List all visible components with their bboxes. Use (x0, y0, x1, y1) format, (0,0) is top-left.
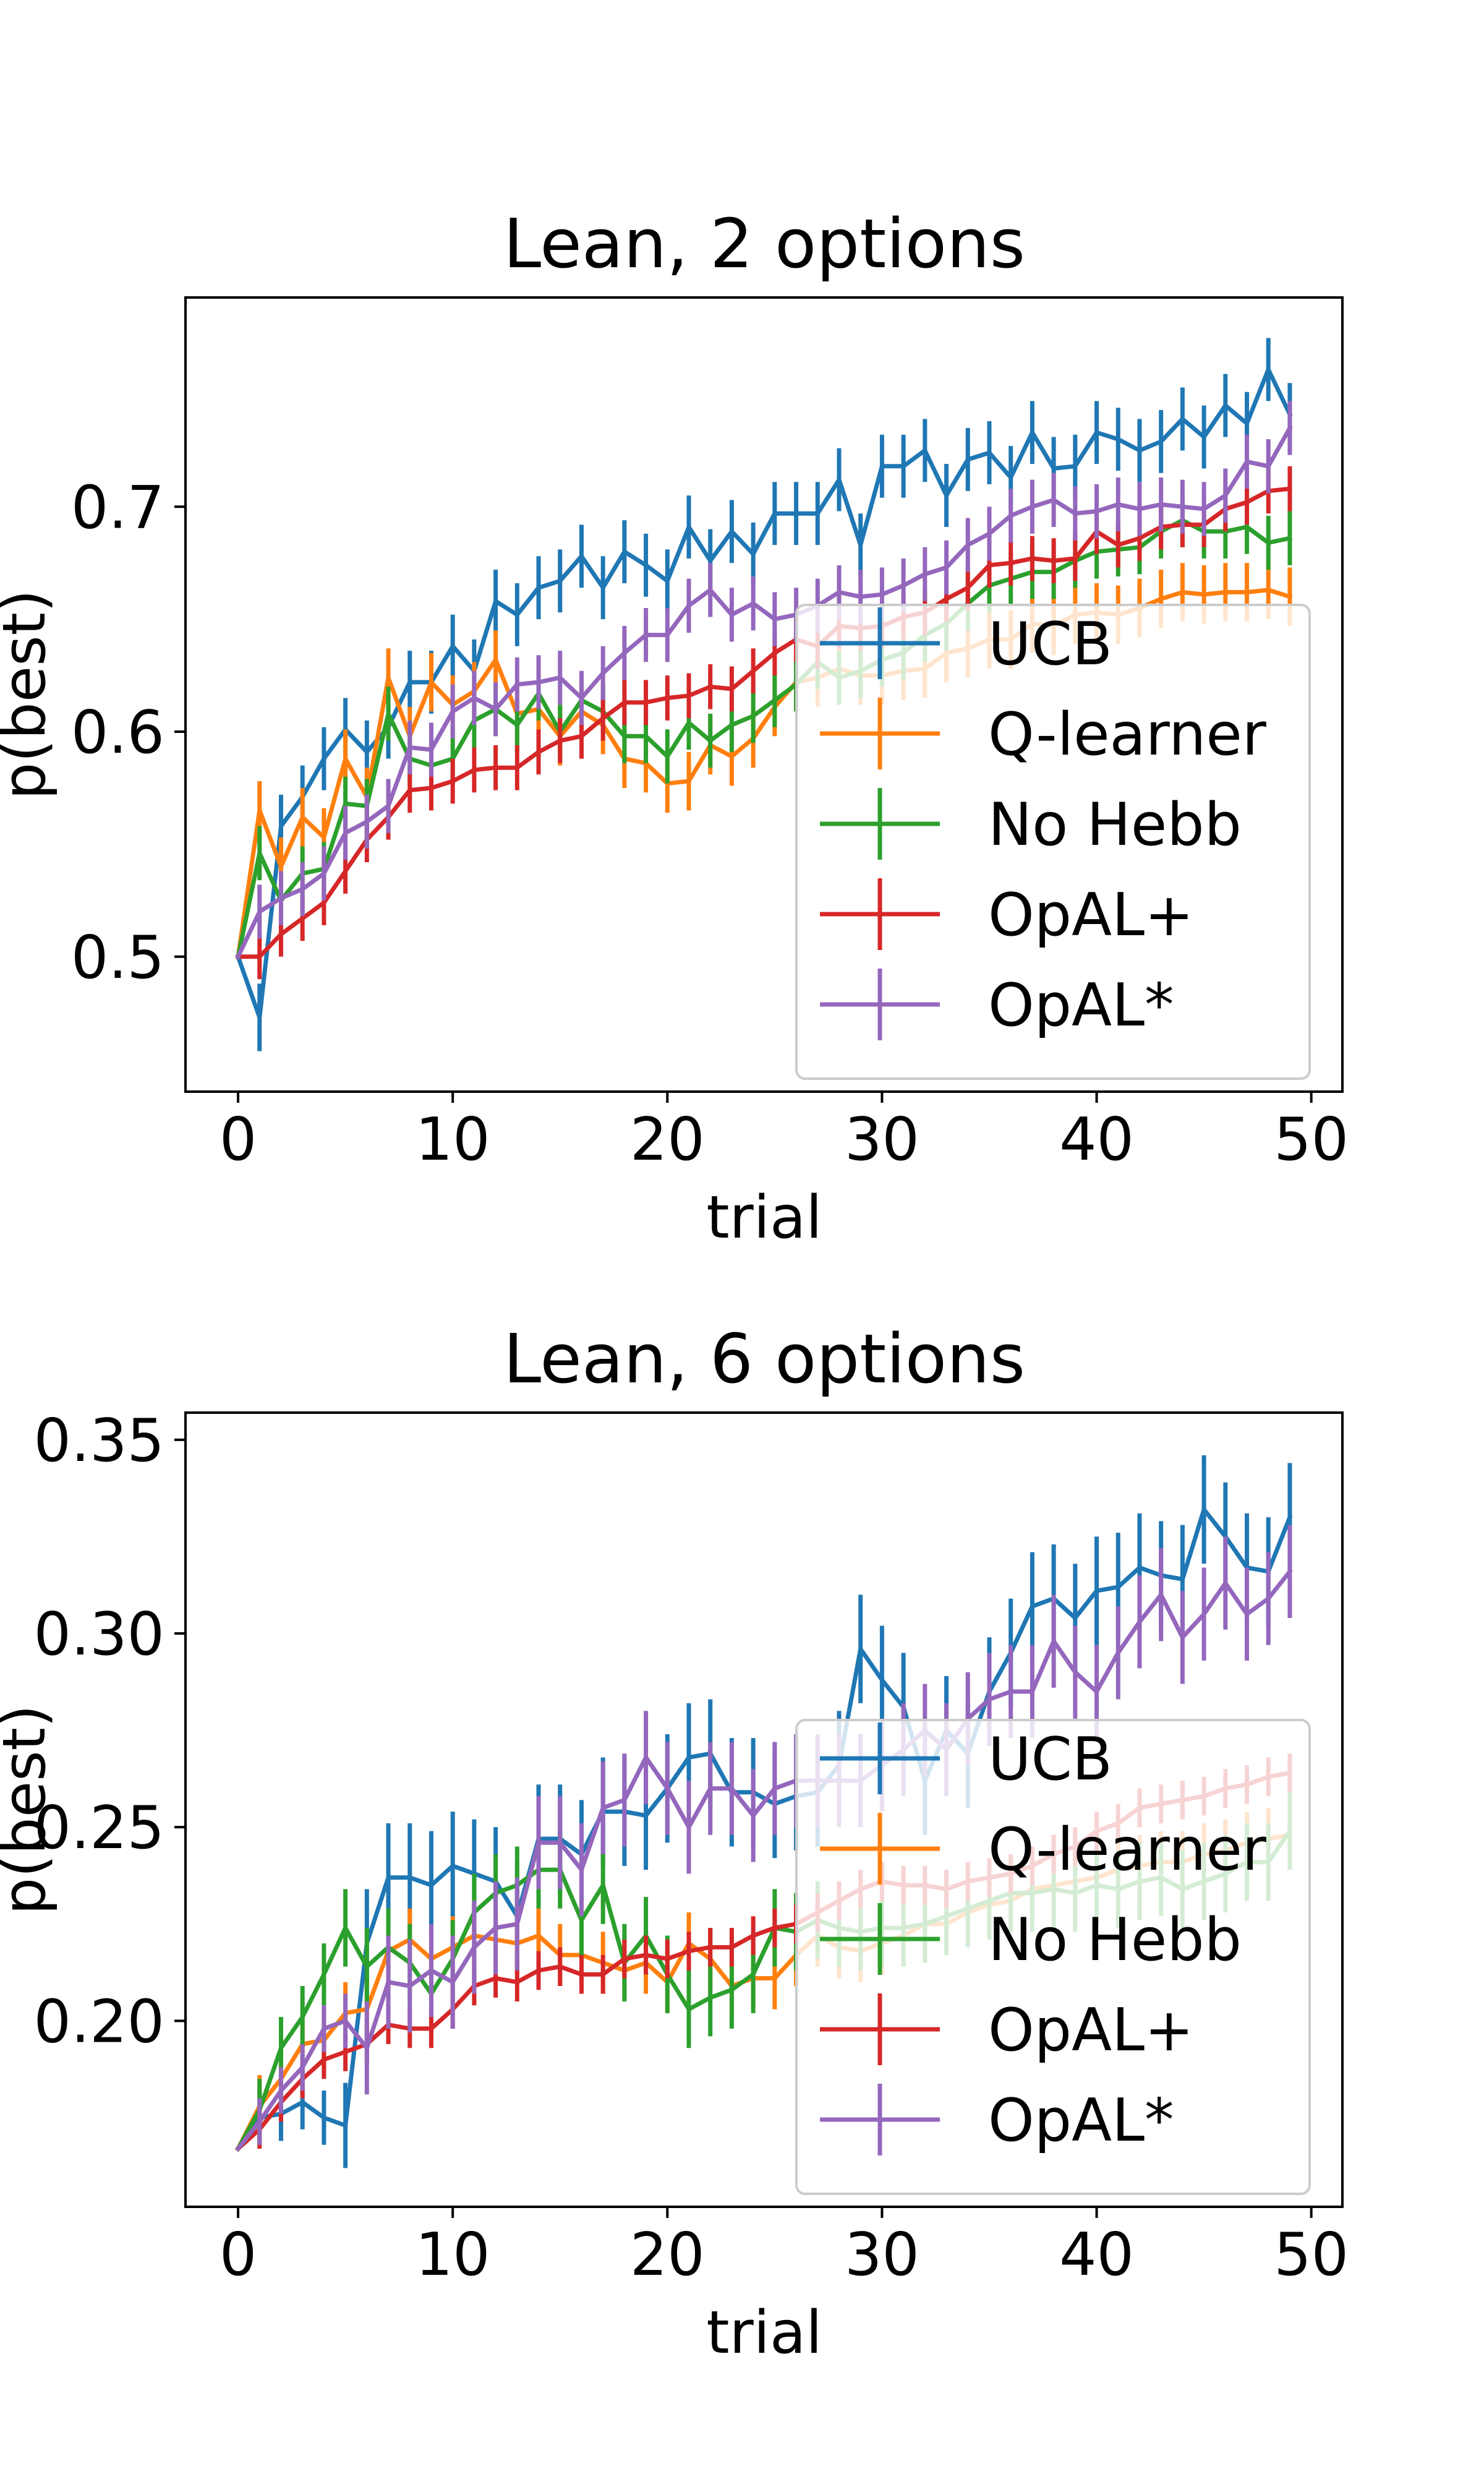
y-tick-label: 0.25 (33, 1794, 164, 1862)
x-axis-label: trial (706, 2299, 822, 2367)
legend-label: Q-learner (988, 1816, 1267, 1884)
y-axis-label: p(best) (0, 589, 59, 800)
legend-item-opal: OpAL+ (820, 1993, 1194, 2065)
legend-label: OpAL* (988, 2087, 1174, 2155)
series-line-ucb (235, 367, 1293, 1020)
x-tick-label: 50 (1274, 1106, 1349, 1174)
y-tick-label: 0.5 (71, 924, 164, 992)
legend-label: UCB (988, 610, 1112, 678)
legend: UCB Q-learner No Hebb OpAL+ OpAL* (795, 604, 1311, 1080)
series-line-no-hebb (235, 518, 1293, 959)
legend-label: OpAL+ (988, 1997, 1194, 2065)
legend-item-opal: OpAL+ (820, 878, 1194, 950)
series-line-opal (236, 486, 1292, 959)
series-line-ucb (235, 1507, 1293, 2152)
x-axis-label: trial (706, 1184, 822, 1252)
legend-item-opal: OpAL* (820, 2084, 1174, 2155)
legend-item-opal: OpAL* (820, 969, 1174, 1040)
chart-title: Lean, 6 options (503, 1319, 1025, 1398)
legend-label: Q-learner (988, 701, 1267, 769)
legend-item-no-hebb: No Hebb (820, 788, 1242, 860)
series-line-opal (235, 425, 1293, 960)
y-axis: 0.5 0.6 0.7 (71, 474, 186, 992)
x-tick-label: 0 (220, 2221, 257, 2289)
y-tick-label: 0.35 (33, 1407, 164, 1475)
y-tick-label: 0.20 (33, 1988, 164, 2056)
x-tick-label: 0 (220, 1106, 257, 1174)
legend-item-no-hebb: No Hebb (820, 1903, 1242, 1975)
x-axis: 0 10 20 30 40 50 (220, 1092, 1349, 1174)
chart-title: Lean, 2 options (503, 204, 1025, 283)
legend-item-ucb: UCB (820, 1723, 1112, 1794)
x-tick-label: 30 (845, 2221, 919, 2289)
legend-item-ucb: UCB (820, 607, 1112, 679)
legend-box (795, 1719, 1311, 2195)
x-tick-label: 40 (1059, 1106, 1134, 1174)
legend-box (795, 604, 1311, 1080)
legend-label: No Hebb (988, 1906, 1242, 1974)
x-tick-label: 30 (845, 1106, 919, 1174)
axes-frame (184, 1411, 1344, 2208)
legend-label: OpAL* (988, 972, 1174, 1040)
y-axis-label: p(best) (0, 1705, 59, 1915)
chart-panel-lean-6-options: Lean, 6 options 0 10 20 30 40 50 0.20 0.25 0.30… (0, 1319, 1349, 2367)
y-tick-label: 0.30 (33, 1601, 164, 1669)
legend-item-q-learner: Q-learner (820, 1813, 1267, 1885)
x-tick-label: 20 (630, 1106, 705, 1174)
y-axis: 0.20 0.25 0.30 0.35 (33, 1407, 186, 2056)
chart-panel-lean-2-options: Lean, 2 options 0 10 20 30 40 50 0.5 0.6 0.7 tr… (0, 204, 1349, 1252)
legend-label: OpAL+ (988, 881, 1194, 949)
series-opal (235, 401, 1293, 960)
legend: UCB Q-learner No Hebb OpAL+ OpAL* (795, 1719, 1311, 2195)
x-axis: 0 10 20 30 40 50 (220, 2207, 1349, 2289)
x-tick-label: 10 (416, 1106, 490, 1174)
x-tick-label: 40 (1059, 2221, 1134, 2289)
legend-item-q-learner: Q-learner (820, 698, 1267, 769)
y-tick-label: 0.7 (71, 474, 164, 542)
axes-frame (184, 296, 1344, 1093)
x-tick-label: 10 (416, 2221, 490, 2289)
y-tick-label: 0.6 (71, 699, 164, 767)
series-line-opal (235, 1568, 1293, 2152)
legend-label: No Hebb (988, 791, 1242, 859)
legend-label: UCB (988, 1726, 1112, 1794)
x-tick-label: 50 (1274, 2221, 1349, 2289)
x-tick-label: 20 (630, 2221, 705, 2289)
